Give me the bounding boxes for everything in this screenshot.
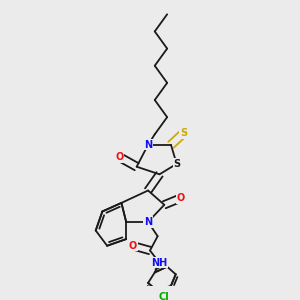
Text: O: O [116, 152, 124, 162]
Text: O: O [176, 193, 184, 203]
Text: N: N [144, 140, 152, 150]
Text: NH: NH [152, 258, 168, 268]
Text: Cl: Cl [159, 292, 170, 300]
Text: S: S [173, 159, 180, 169]
Text: S: S [180, 128, 187, 138]
Text: O: O [129, 241, 137, 251]
Text: N: N [144, 217, 152, 227]
